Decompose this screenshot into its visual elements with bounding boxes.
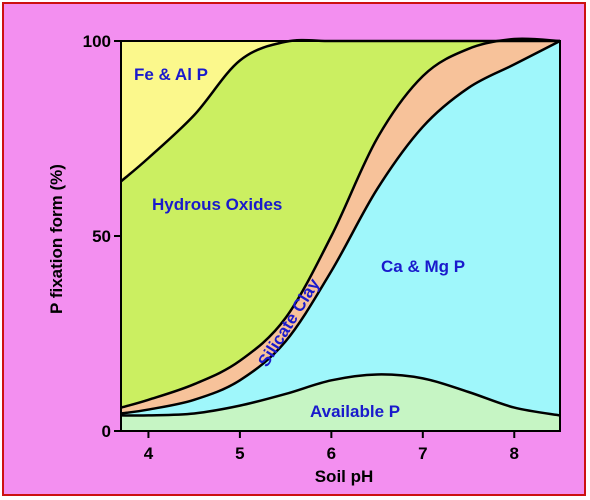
boundary-ca-mg-p [120, 39, 561, 415]
area-layers [121, 40, 560, 432]
chart-frame: 0 50 100 4 5 6 7 8 Fe & Al P Hydrous Oxides Sil… [2, 2, 586, 496]
y-tick-label: 0 [102, 422, 111, 441]
x-tick-label: 8 [510, 444, 519, 463]
area-available-p [121, 374, 560, 431]
label-fe-al-p: Fe & Al P [134, 65, 208, 84]
x-tick-label: 5 [235, 444, 244, 463]
area-ca-mg-p [121, 41, 560, 431]
label-available-p: Available P [310, 402, 400, 421]
x-axis-title: Soil pH [315, 467, 374, 486]
x-tick-label: 4 [144, 444, 154, 463]
label-ca-mg-p: Ca & Mg P [381, 257, 465, 276]
y-tick-label: 50 [92, 227, 111, 246]
label-hydrous-oxides: Hydrous Oxides [152, 195, 282, 214]
y-tick-label: 100 [83, 32, 111, 51]
boundary-available-p [120, 373, 561, 417]
y-axis-title: P fixation form (%) [47, 164, 66, 314]
boundary-silicate-clay [120, 37, 561, 409]
x-tick-label: 6 [327, 444, 336, 463]
axes: 0 50 100 4 5 6 7 8 [83, 32, 561, 463]
x-tick-label: 7 [418, 444, 427, 463]
